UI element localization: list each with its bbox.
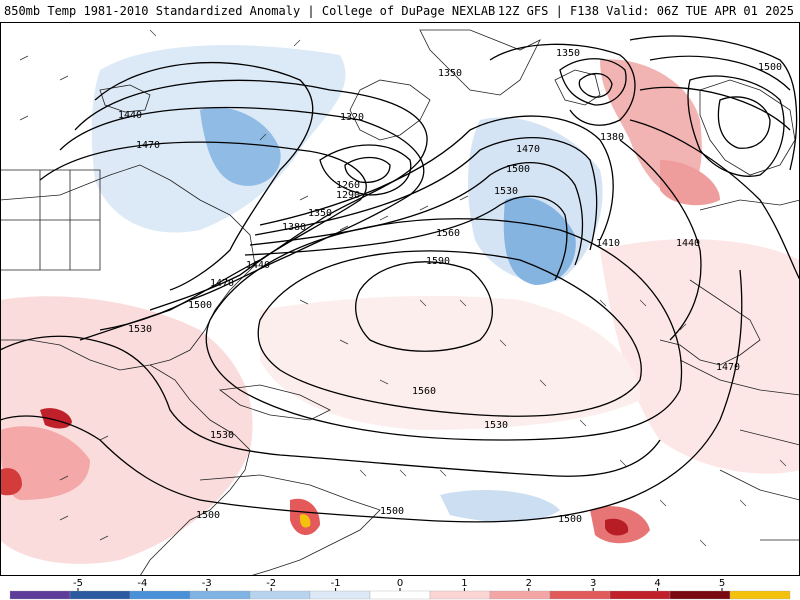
contour-label: 1380 [282, 222, 306, 233]
contour-label: 1470 [716, 362, 740, 373]
colorbar-segment [489, 590, 551, 600]
colorbar-tick-label: -2 [266, 578, 276, 589]
colorbar-segment [249, 590, 311, 600]
contour-label: 1470 [136, 140, 160, 151]
contour-label: 1320 [340, 112, 364, 123]
colorbar-tick-labels: -5 -4 -3 -2 -1 0 1 2 3 4 5 [73, 578, 725, 591]
model-run-info: 12Z GFS | F138 Valid: 06Z TUE APR 01 202… [497, 4, 794, 18]
contour-labels: 1350 1350 1500 1440 1470 1320 1260 1290 … [118, 48, 782, 525]
colorbar-tick-label: -4 [137, 578, 147, 589]
contour-label: 1470 [516, 144, 540, 155]
colorbar-segment [69, 590, 131, 600]
colorbar-segment [189, 590, 251, 600]
colorbar-segment [429, 590, 491, 600]
header-bar: 850mb Temp 1981-2010 Standardized Anomal… [0, 0, 800, 22]
contour-label: 1530 [210, 430, 234, 441]
colorbar-segment [609, 590, 671, 600]
colorbar-tick-label: 0 [397, 578, 403, 589]
contour-label: 1290 [336, 190, 360, 201]
colorbar: -5 -4 -3 -2 -1 0 1 2 3 4 5 [9, 578, 791, 600]
contour-label: 1560 [436, 228, 460, 239]
colorbar-tick-label: 5 [719, 578, 725, 589]
cold-anomaly-shading [91, 45, 603, 522]
contour-label: 1350 [308, 208, 332, 219]
contour-label: 1500 [196, 510, 220, 521]
colorbar-segment [309, 590, 371, 600]
contour-label: 1440 [118, 110, 142, 121]
contour-label: 1500 [188, 300, 212, 311]
colorbar-tick-label: -1 [331, 578, 341, 589]
contour-label: 1440 [246, 260, 270, 271]
contour-label: 1350 [556, 48, 580, 59]
contour-label: 1470 [210, 278, 234, 289]
contour-label: 1350 [438, 68, 462, 79]
contour-label: 1500 [758, 62, 782, 73]
colorbar-segment [669, 590, 731, 600]
height-contours [0, 35, 800, 523]
contour-label: 1530 [494, 186, 518, 197]
anomaly-map: 1350 1350 1500 1440 1470 1320 1260 1290 … [0, 22, 800, 576]
colorbar-tick-label: -5 [73, 578, 83, 589]
colorbar-tick-label: 3 [590, 578, 596, 589]
coastlines [0, 29, 800, 576]
colorbar-tick-label: 4 [654, 578, 660, 589]
contour-label: 1530 [128, 324, 152, 335]
colorbar-segment [729, 590, 791, 600]
colorbar-segment [129, 590, 191, 600]
contour-label: 1530 [484, 420, 508, 431]
colorbar-segments [9, 590, 791, 600]
map-title: 850mb Temp 1981-2010 Standardized Anomal… [4, 4, 496, 18]
colorbar-tick-label: 2 [526, 578, 532, 589]
colorbar-tick-label: -3 [202, 578, 212, 589]
contour-label: 1590 [426, 256, 450, 267]
wind-barbs [19, 29, 787, 547]
colorbar-segment [549, 590, 611, 600]
contour-label: 1440 [676, 238, 700, 249]
contour-label: 1500 [558, 514, 582, 525]
colorbar-segment [369, 590, 431, 600]
colorbar-segment [9, 590, 71, 600]
contour-label: 1500 [506, 164, 530, 175]
contour-label: 1560 [412, 386, 436, 397]
contour-label: 1500 [380, 506, 404, 517]
contour-label: 1380 [600, 132, 624, 143]
contour-label: 1410 [596, 238, 620, 249]
colorbar-tick-label: 1 [461, 578, 467, 589]
contour-label: 1260 [336, 180, 360, 191]
